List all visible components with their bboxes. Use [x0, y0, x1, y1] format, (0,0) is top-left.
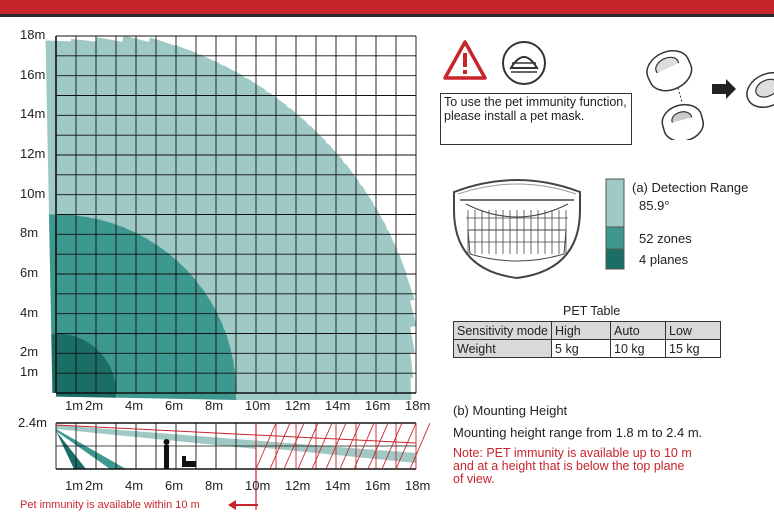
dog-icon [182, 461, 196, 467]
person-icon [164, 445, 169, 469]
note-line: Note: PET immunity is available up to 10… [453, 446, 692, 460]
table-cell: 5 kg [551, 339, 612, 358]
warning-icon [443, 40, 487, 80]
hatch-line [297, 422, 319, 470]
y-tick-label: 2m [20, 344, 39, 360]
hatch-line [339, 422, 361, 470]
header-bar [0, 0, 774, 17]
detection-beam-segment [45, 40, 92, 216]
pet-immunity-note: Pet immunity is available within 10 m [20, 499, 200, 511]
arrow-left-icon [228, 500, 258, 510]
mounting-height-range: Mounting height range from 1.8 m to 2.4 … [453, 425, 703, 440]
lens-illustration [453, 179, 581, 280]
hatch-line [353, 422, 375, 470]
x-tick-label: 4m [125, 398, 144, 413]
x-tick-label: 12m [285, 398, 311, 413]
table-cell: 10 kg [610, 339, 667, 358]
y-tick-label: 8m [20, 225, 39, 241]
person-head-icon [163, 439, 170, 445]
hatch-line [325, 422, 347, 470]
x-tick-label: 4m [125, 478, 144, 493]
x-tick-label: 16m [365, 398, 391, 413]
detection-beams [45, 35, 417, 400]
table-cell: High [551, 321, 612, 340]
detection-planes: 4 planes [639, 252, 689, 267]
table-row: Weight 5 kg 10 kg 15 kg [452, 339, 722, 358]
side-view-diagram [55, 422, 430, 510]
x-tick-label: 12m [285, 478, 311, 493]
top-view-diagram [45, 35, 417, 400]
pet-mask-icon [502, 41, 546, 85]
y-tick-label: 10m [20, 185, 46, 201]
x-tick-label: 16m [365, 478, 391, 493]
x-tick-label: 1m [65, 478, 84, 493]
y-tick-label: 12m [20, 146, 46, 161]
y-tick-label: 18m [20, 27, 46, 42]
y-tick-label: 4m [20, 304, 39, 320]
hatch-line [395, 422, 417, 470]
dog-head-icon [182, 456, 186, 463]
table-cell: Sensitivity mode [452, 321, 553, 340]
mounting-height-title: (b) Mounting Height [453, 403, 568, 418]
y-tick-label: 6m [20, 265, 39, 280]
detection-zones: 52 zones [639, 231, 692, 246]
pet-mask-instruction: To use the pet immunity function, please… [440, 93, 632, 145]
side-view-content [55, 422, 430, 510]
x-tick-label: 10m [245, 478, 271, 493]
side-beam [56, 429, 126, 469]
hatch-line [367, 422, 389, 470]
top-plane-line [55, 424, 417, 444]
x-tick-label: 6m [165, 398, 184, 413]
x-tick-label: 2m [85, 398, 104, 413]
hatch-line [269, 422, 291, 470]
x-tick-label: 2m [85, 478, 104, 493]
hatch-line [283, 422, 305, 470]
x-tick-label: 18m [405, 398, 431, 413]
note-line: and at a height that is below the top pl… [453, 459, 685, 473]
pet-table: Sensitivity mode High Auto Low Weight 5 … [452, 321, 722, 358]
detection-color-legend [605, 178, 625, 270]
pet-table-title: PET Table [563, 304, 621, 318]
grid-lines [55, 35, 417, 394]
detection-range-title: (a) Detection Range [632, 180, 749, 195]
arrow-right-icon [712, 79, 736, 99]
hatch-line [409, 422, 430, 470]
x-tick-label: 1m [65, 398, 84, 413]
detection-beam-segment [51, 333, 66, 394]
hatch-line [255, 422, 277, 470]
x-tick-label: 18m [405, 478, 431, 493]
detection-beam-segment [178, 125, 344, 282]
x-tick-label: 14m [325, 478, 351, 493]
table-cell: Auto [610, 321, 667, 340]
y-tick-label: 16m [20, 66, 46, 82]
x-tick-label: 8m [205, 478, 224, 493]
table-cell: Low [665, 321, 722, 340]
x-tick-label: 8m [205, 398, 224, 413]
y-tick-label: 1m [20, 364, 39, 380]
pet-immunity-note-block: Note: PET immunity is available up to 10… [453, 447, 692, 486]
note-line: of view. [453, 472, 495, 486]
x-tick-label: 10m [245, 398, 271, 413]
y-tick-label: 14m [20, 106, 46, 122]
detection-angle: 85.9° [639, 198, 670, 213]
table-cell: Weight [452, 339, 553, 358]
x-tick-label: 14m [325, 398, 351, 413]
hatch-line [311, 422, 333, 470]
x-tick-label: 6m [165, 478, 184, 493]
table-cell: 15 kg [665, 339, 722, 358]
height-label: 2.4m [18, 415, 47, 430]
hatch-line [381, 422, 403, 470]
side-beam [56, 431, 86, 469]
table-row: Sensitivity mode High Auto Low [452, 321, 722, 340]
mask-install-illustration [646, 50, 774, 140]
